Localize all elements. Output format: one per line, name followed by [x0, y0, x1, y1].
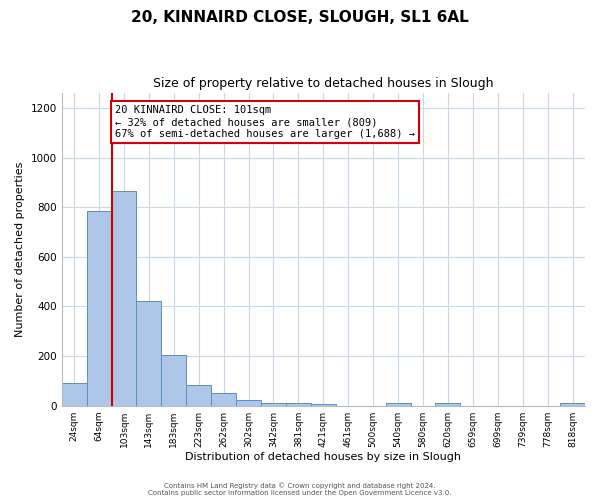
Bar [211, 393, 236, 406]
X-axis label: Distribution of detached houses by size in Slough: Distribution of detached houses by size … [185, 452, 461, 462]
Bar [86, 211, 112, 406]
Bar [112, 191, 136, 406]
Bar [236, 400, 261, 406]
Text: Contains public sector information licensed under the Open Government Licence v3: Contains public sector information licen… [148, 490, 452, 496]
Y-axis label: Number of detached properties: Number of detached properties [15, 162, 25, 337]
Text: Contains HM Land Registry data © Crown copyright and database right 2024.: Contains HM Land Registry data © Crown c… [164, 482, 436, 489]
Bar [261, 403, 286, 406]
Bar [386, 403, 410, 406]
Bar [136, 302, 161, 406]
Bar [62, 384, 86, 406]
Bar [286, 403, 311, 406]
Bar [186, 384, 211, 406]
Bar [560, 403, 585, 406]
Bar [436, 403, 460, 406]
Text: 20 KINNAIRD CLOSE: 101sqm
← 32% of detached houses are smaller (809)
67% of semi: 20 KINNAIRD CLOSE: 101sqm ← 32% of detac… [115, 106, 415, 138]
Title: Size of property relative to detached houses in Slough: Size of property relative to detached ho… [153, 78, 494, 90]
Text: 20, KINNAIRD CLOSE, SLOUGH, SL1 6AL: 20, KINNAIRD CLOSE, SLOUGH, SL1 6AL [131, 10, 469, 25]
Bar [161, 355, 186, 406]
Bar [311, 404, 336, 406]
